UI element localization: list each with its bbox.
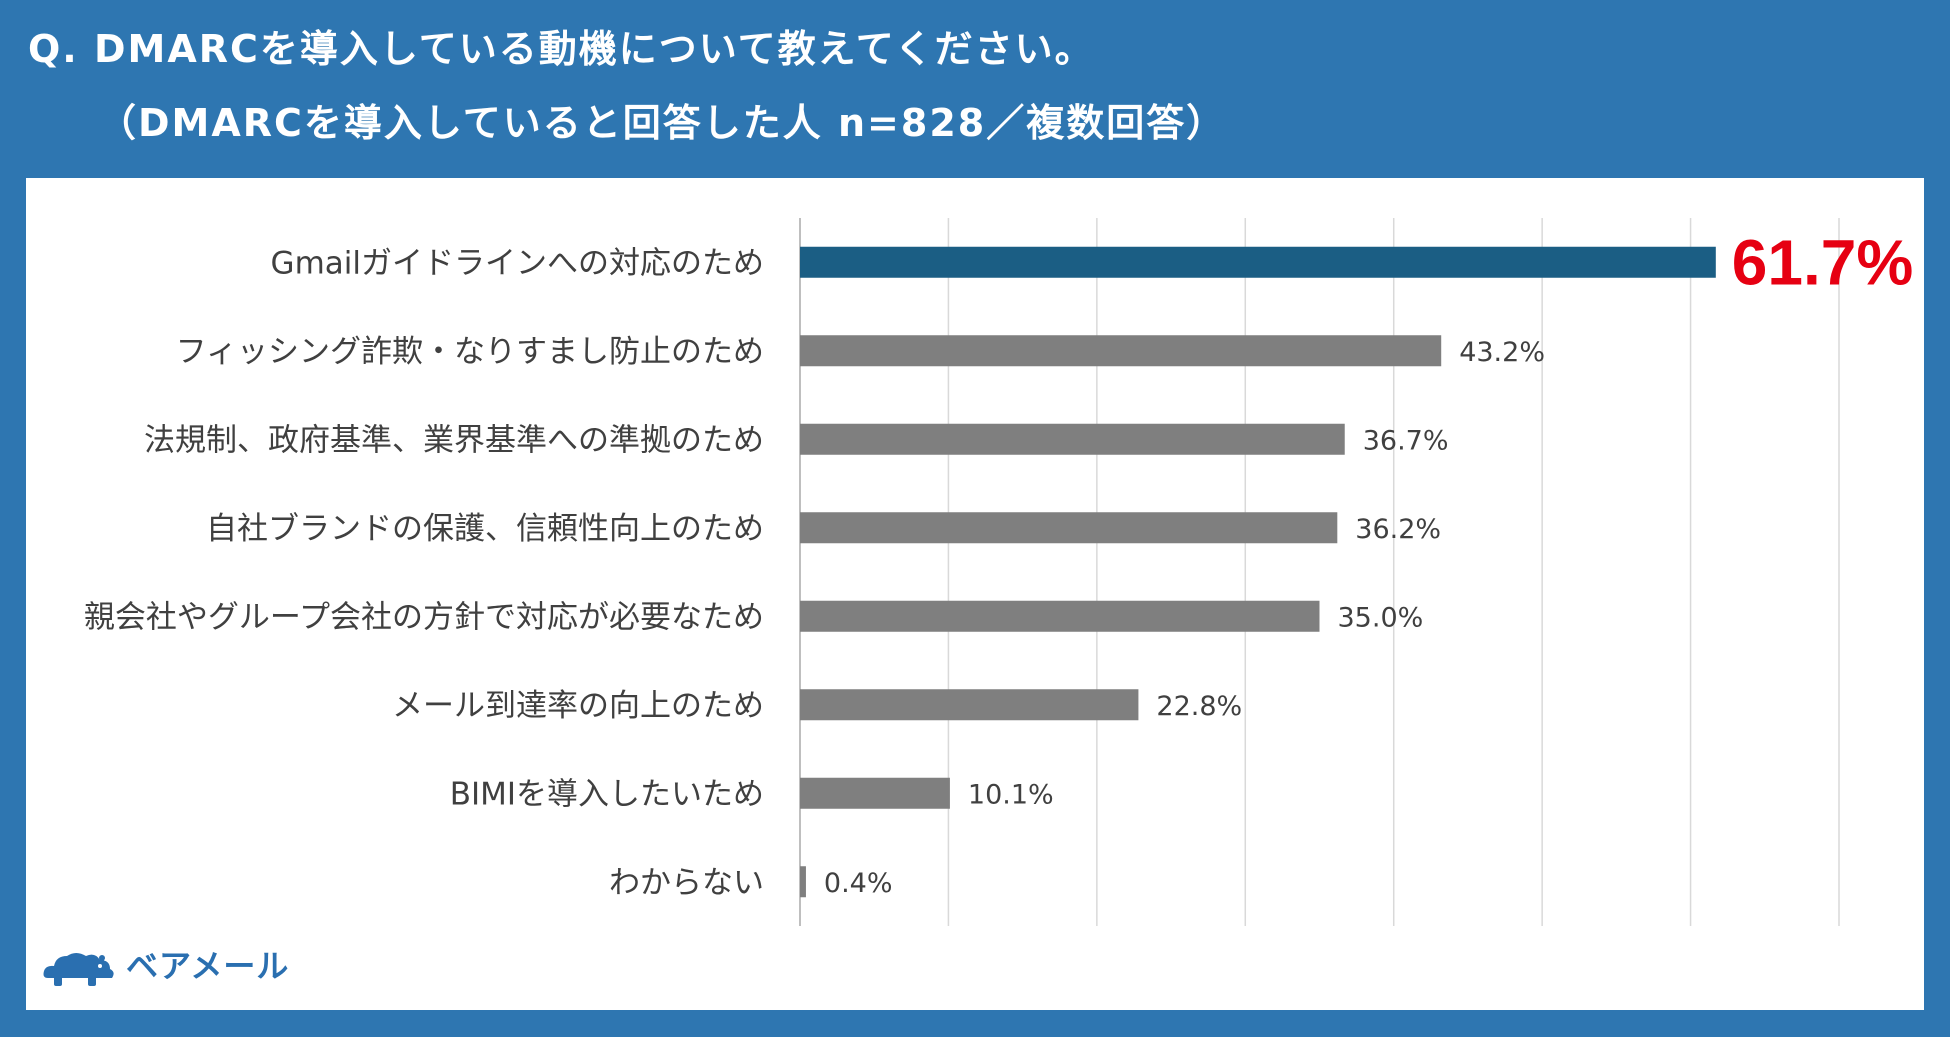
- category-label: 自社ブランドの保護、信頼性向上のため: [206, 511, 764, 547]
- category-label: わからない: [609, 865, 764, 901]
- bar: [800, 600, 1320, 632]
- bear-cloud-logo-icon: [43, 953, 114, 986]
- bar: [800, 246, 1716, 278]
- value-label: 10.1%: [968, 779, 1054, 810]
- question-title: Q. DMARCを導入している動機について教えてください。: [28, 27, 1095, 71]
- bar: [800, 689, 1139, 721]
- value-label: 36.7%: [1363, 425, 1449, 456]
- category-label: 法規制、政府基準、業界基準への準拠のため: [144, 422, 764, 458]
- bar: [800, 335, 1442, 367]
- logo: ベアメール: [40, 938, 289, 990]
- bar: [800, 423, 1345, 455]
- category-label: 親会社やグループ会社の方針で対応が必要なため: [84, 599, 764, 635]
- question-subtitle: （DMARCを導入していると回答した人 n=828／複数回答）: [98, 101, 1227, 145]
- value-label: 36.2%: [1355, 514, 1441, 545]
- value-label: 43.2%: [1459, 337, 1545, 368]
- category-label: フィッシング詐欺・なりすまし防止のため: [176, 334, 764, 370]
- bar: [800, 777, 950, 809]
- category-label: メール到達率の向上のため: [392, 688, 764, 724]
- category-label: BIMIを導入したいため: [450, 776, 764, 812]
- value-label: 0.4%: [824, 868, 893, 899]
- bar: [800, 866, 806, 898]
- value-label: 35.0%: [1338, 602, 1424, 633]
- bar-chart: Gmailガイドラインへの対応のため 61.7% フィッシング詐欺・なりすまし防止の…: [84, 218, 1913, 926]
- value-label: 22.8%: [1156, 691, 1242, 722]
- highlight-value-label: 61.7%: [1732, 226, 1913, 298]
- category-label: Gmailガイドラインへの対応のため: [271, 245, 764, 281]
- chart-panel: Gmailガイドラインへの対応のため 61.7% フィッシング詐欺・なりすまし防止の…: [26, 178, 1924, 1010]
- header: Q. DMARCを導入している動機について教えてください。 （DMARCを導入し…: [0, 0, 1950, 175]
- bar: [800, 512, 1338, 544]
- logo-text: ベアメール: [126, 947, 290, 985]
